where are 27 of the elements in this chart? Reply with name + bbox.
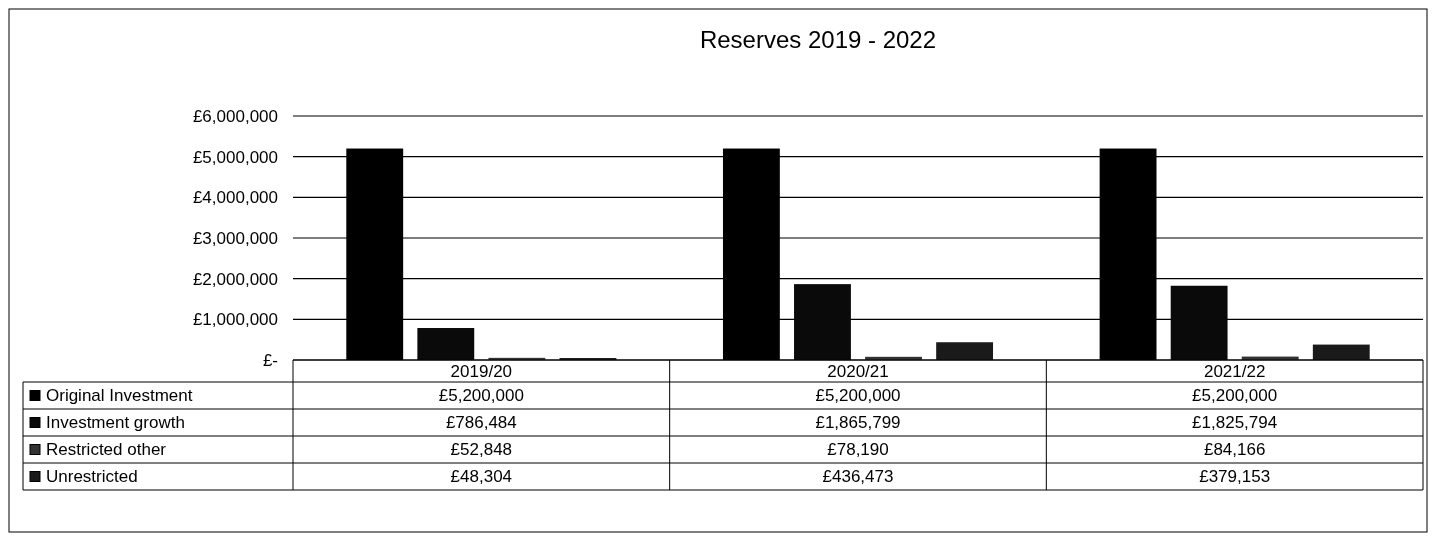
data-label: £436,473: [822, 467, 894, 487]
y-tick-label: £1,000,000: [192, 310, 278, 330]
data-label: £379,153: [1199, 467, 1271, 487]
legend-label: Restricted other: [46, 440, 167, 460]
data-label: £78,190: [827, 440, 889, 460]
x-tick-label: 2020/21: [827, 361, 889, 381]
legend-label: Investment growth: [46, 413, 185, 433]
data-label: £1,825,794: [1192, 413, 1278, 433]
legend-label: Unrestricted: [46, 467, 138, 487]
data-label: £5,200,000: [438, 386, 524, 406]
data-label: £5,200,000: [815, 386, 901, 406]
y-tick-label: £-: [262, 350, 278, 370]
data-label: £5,200,000: [1192, 386, 1278, 406]
y-tick-label: £6,000,000: [192, 106, 278, 126]
y-tick-label: £2,000,000: [192, 269, 278, 289]
data-label: £1,865,799: [815, 413, 901, 433]
y-tick-label: £3,000,000: [192, 228, 278, 248]
x-tick-label: 2021/22: [1203, 361, 1266, 381]
x-tick-label: 2019/20: [450, 361, 513, 381]
data-label: £786,484: [445, 413, 517, 433]
chart-title: Reserves 2019 - 2022: [699, 26, 937, 53]
data-label: £84,166: [1203, 440, 1266, 460]
y-tick-label: £4,000,000: [192, 188, 278, 208]
data-label: £48,304: [450, 467, 513, 487]
data-label: £52,848: [450, 440, 513, 460]
y-tick-label: £5,000,000: [192, 147, 278, 167]
legend-label: Original Investment: [46, 386, 193, 406]
